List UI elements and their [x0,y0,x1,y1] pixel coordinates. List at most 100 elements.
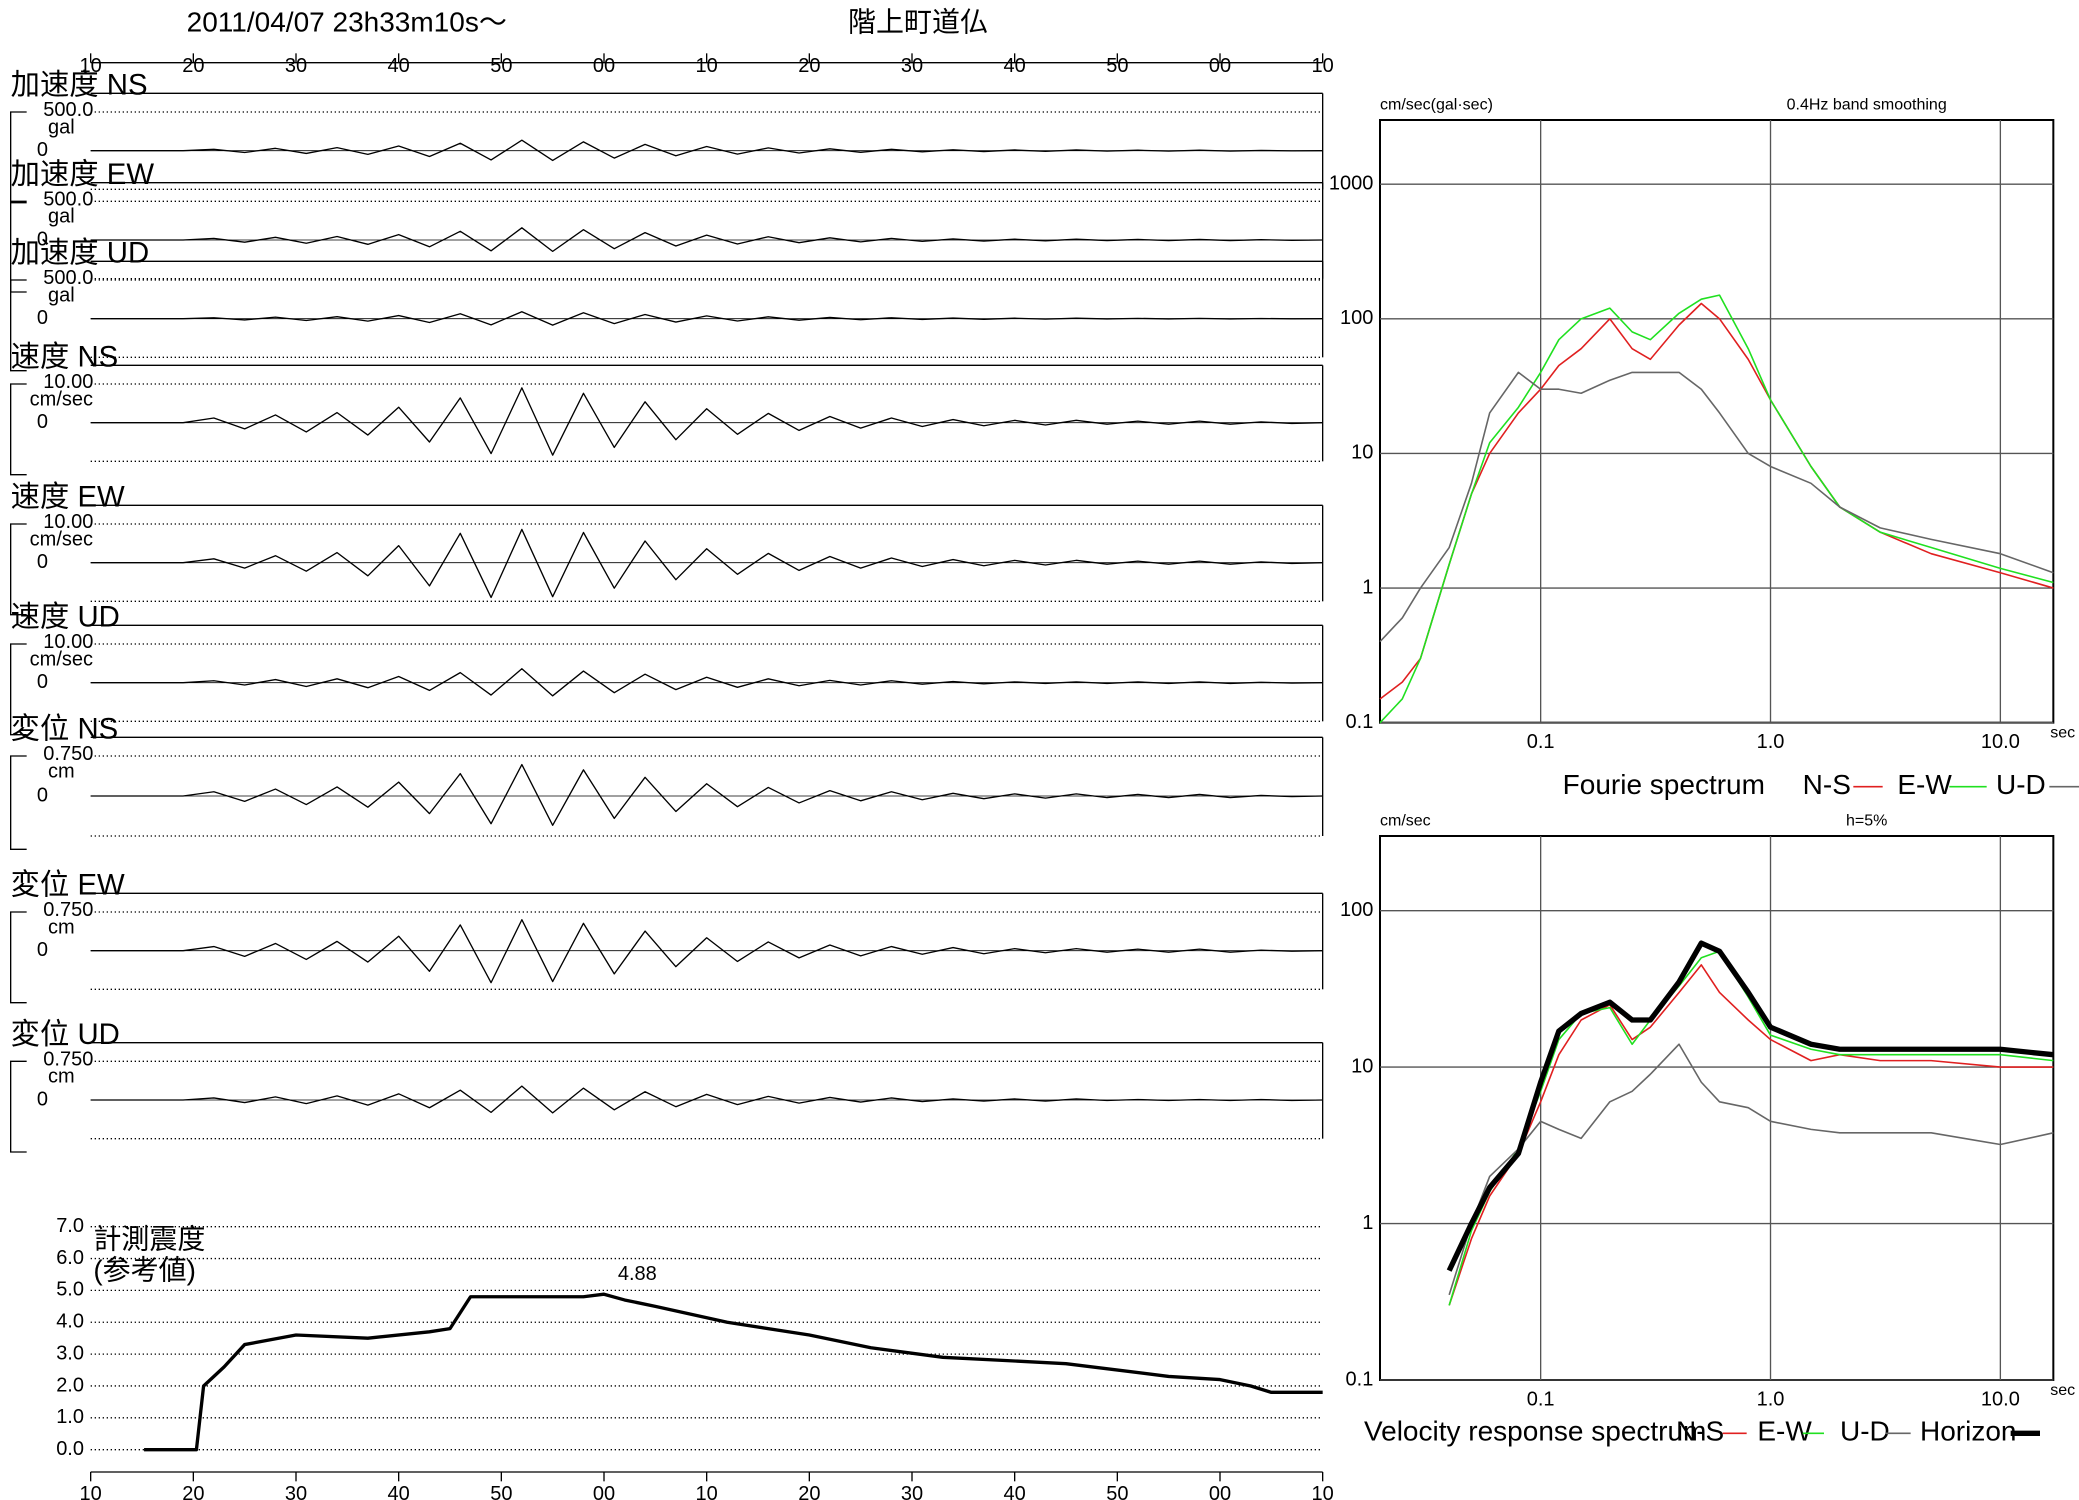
y-tick-label: 0 [37,139,48,161]
panel-title: 速度 EW [11,480,125,513]
y-tick-label: 100 [1340,307,1373,329]
x-tick-label: 50 [1106,1483,1128,1500]
y-tick-label: 2.0 [56,1374,84,1396]
panel-bracket [10,1060,27,1153]
intensity-title: 計測震度 [93,1224,205,1255]
x-unit: sec [2050,725,2075,742]
subtitle: 0.4Hz band smoothing [1787,97,1947,114]
x-tick-label: 50 [490,55,512,77]
y-tick-label: 6.0 [56,1247,84,1269]
data-line [1448,1043,2054,1296]
x-tick-label: 20 [182,1483,204,1500]
plot-frame [1379,119,2055,724]
x-tick-label: 40 [388,55,410,77]
y-tick-label: 500.0 [43,99,93,121]
panel-bracket [10,755,27,850]
panel-title: 変位 NS [11,712,119,745]
y-unit: cm [48,916,75,938]
peak-annotation: 4.88 [618,1263,657,1285]
y-unit: cm/sec [30,648,93,670]
panel-title: 加速度 UD [11,236,150,269]
legend-label: U-D [1840,1416,1890,1447]
legend-label: Horizon [1920,1416,2016,1447]
y-tick-label: 10 [1351,1055,1373,1077]
y-tick-label: 0.750 [43,1048,93,1070]
x-tick-label: 30 [285,55,307,77]
data-line [90,139,1323,162]
y-tick-label: 0 [37,228,48,250]
panel-bracket [10,383,27,476]
x-tick-label: 30 [285,1483,307,1500]
x-tick-label: 30 [901,55,923,77]
data-line [90,387,1323,456]
x-tick-label: 40 [1004,55,1026,77]
y-tick-label: 0 [37,784,48,806]
y-tick-label: 0 [37,411,48,433]
x-tick-label: 10.0 [1981,1388,2020,1410]
data-line [90,1085,1323,1114]
x-tick-label: 20 [798,55,820,77]
x-tick-label: 10 [1312,1483,1334,1500]
data-line [90,227,1323,253]
y-tick-label: 0.0 [56,1438,84,1460]
legend-label: N-S [1803,769,1851,800]
y-unit: gal [48,116,75,138]
data-line [90,763,1323,826]
panel-title: 加速度 NS [11,68,148,101]
x-tick-label: 20 [182,55,204,77]
x-tick-label: 40 [388,1483,410,1500]
y-tick-label: 5.0 [56,1279,84,1301]
panel-bracket [10,200,27,293]
y-tick-label: 10 [1351,442,1373,464]
x-tick-label: 10 [1312,55,1334,77]
x-unit: sec [2050,1382,2075,1399]
data-line [90,528,1323,599]
y-unit: cm/sec [30,528,93,550]
panel-title: 加速度 EW [11,158,155,191]
y-unit: gal [48,284,75,306]
data-line [144,1292,1323,1452]
data-line [90,311,1323,326]
y-tick-label: 1.0 [56,1406,84,1428]
x-tick-label: 30 [901,1483,923,1500]
panel-title: 変位 UD [11,1018,120,1051]
legend-label: E-W [1897,769,1952,800]
legend-label: N-S [1676,1416,1724,1447]
data-line [1379,302,2054,700]
y-tick-label: 10.00 [43,511,93,533]
y-tick-label: 0 [37,551,48,573]
data-line [1379,294,2054,724]
panel-bracket [10,279,27,372]
y-tick-label: 3.0 [56,1342,84,1364]
data-line [90,668,1323,697]
y-unit: gal [48,206,75,228]
legend-title: Velocity response spectrum [1364,1416,1706,1447]
y-tick-label: 0.750 [43,743,93,765]
data-line [90,919,1323,984]
y-tick-label: 10.00 [43,371,93,393]
data-line [1446,940,2054,1272]
plot-frame [1379,835,2055,1381]
y-tick-label: 4.0 [56,1311,84,1333]
y-tick-label: 1 [1362,1212,1373,1234]
y-tick-label: 1 [1362,576,1373,598]
x-tick-label: 10 [80,1483,102,1500]
data-line [1379,371,2054,643]
subtitle: h=5% [1846,813,1887,830]
x-tick-label: 20 [798,1483,820,1500]
panel-bracket [10,523,27,616]
x-tick-label: 00 [1209,1483,1231,1500]
x-tick-label: 00 [593,1483,615,1500]
x-tick-label: 1.0 [1757,1388,1785,1410]
y-unit: cm/sec(gal·sec) [1380,97,1493,114]
data-line [1448,950,2054,1306]
panel-bracket [10,643,27,736]
y-tick-label: 0.750 [43,899,93,921]
panel-bracket [10,911,27,1004]
y-tick-label: 0 [37,1088,48,1110]
x-tick-label: 10 [80,55,102,77]
y-tick-label: 0 [37,671,48,693]
y-tick-label: 0 [37,939,48,961]
header-station: 階上町道仏 [848,6,988,37]
y-tick-label: 500.0 [43,267,93,289]
